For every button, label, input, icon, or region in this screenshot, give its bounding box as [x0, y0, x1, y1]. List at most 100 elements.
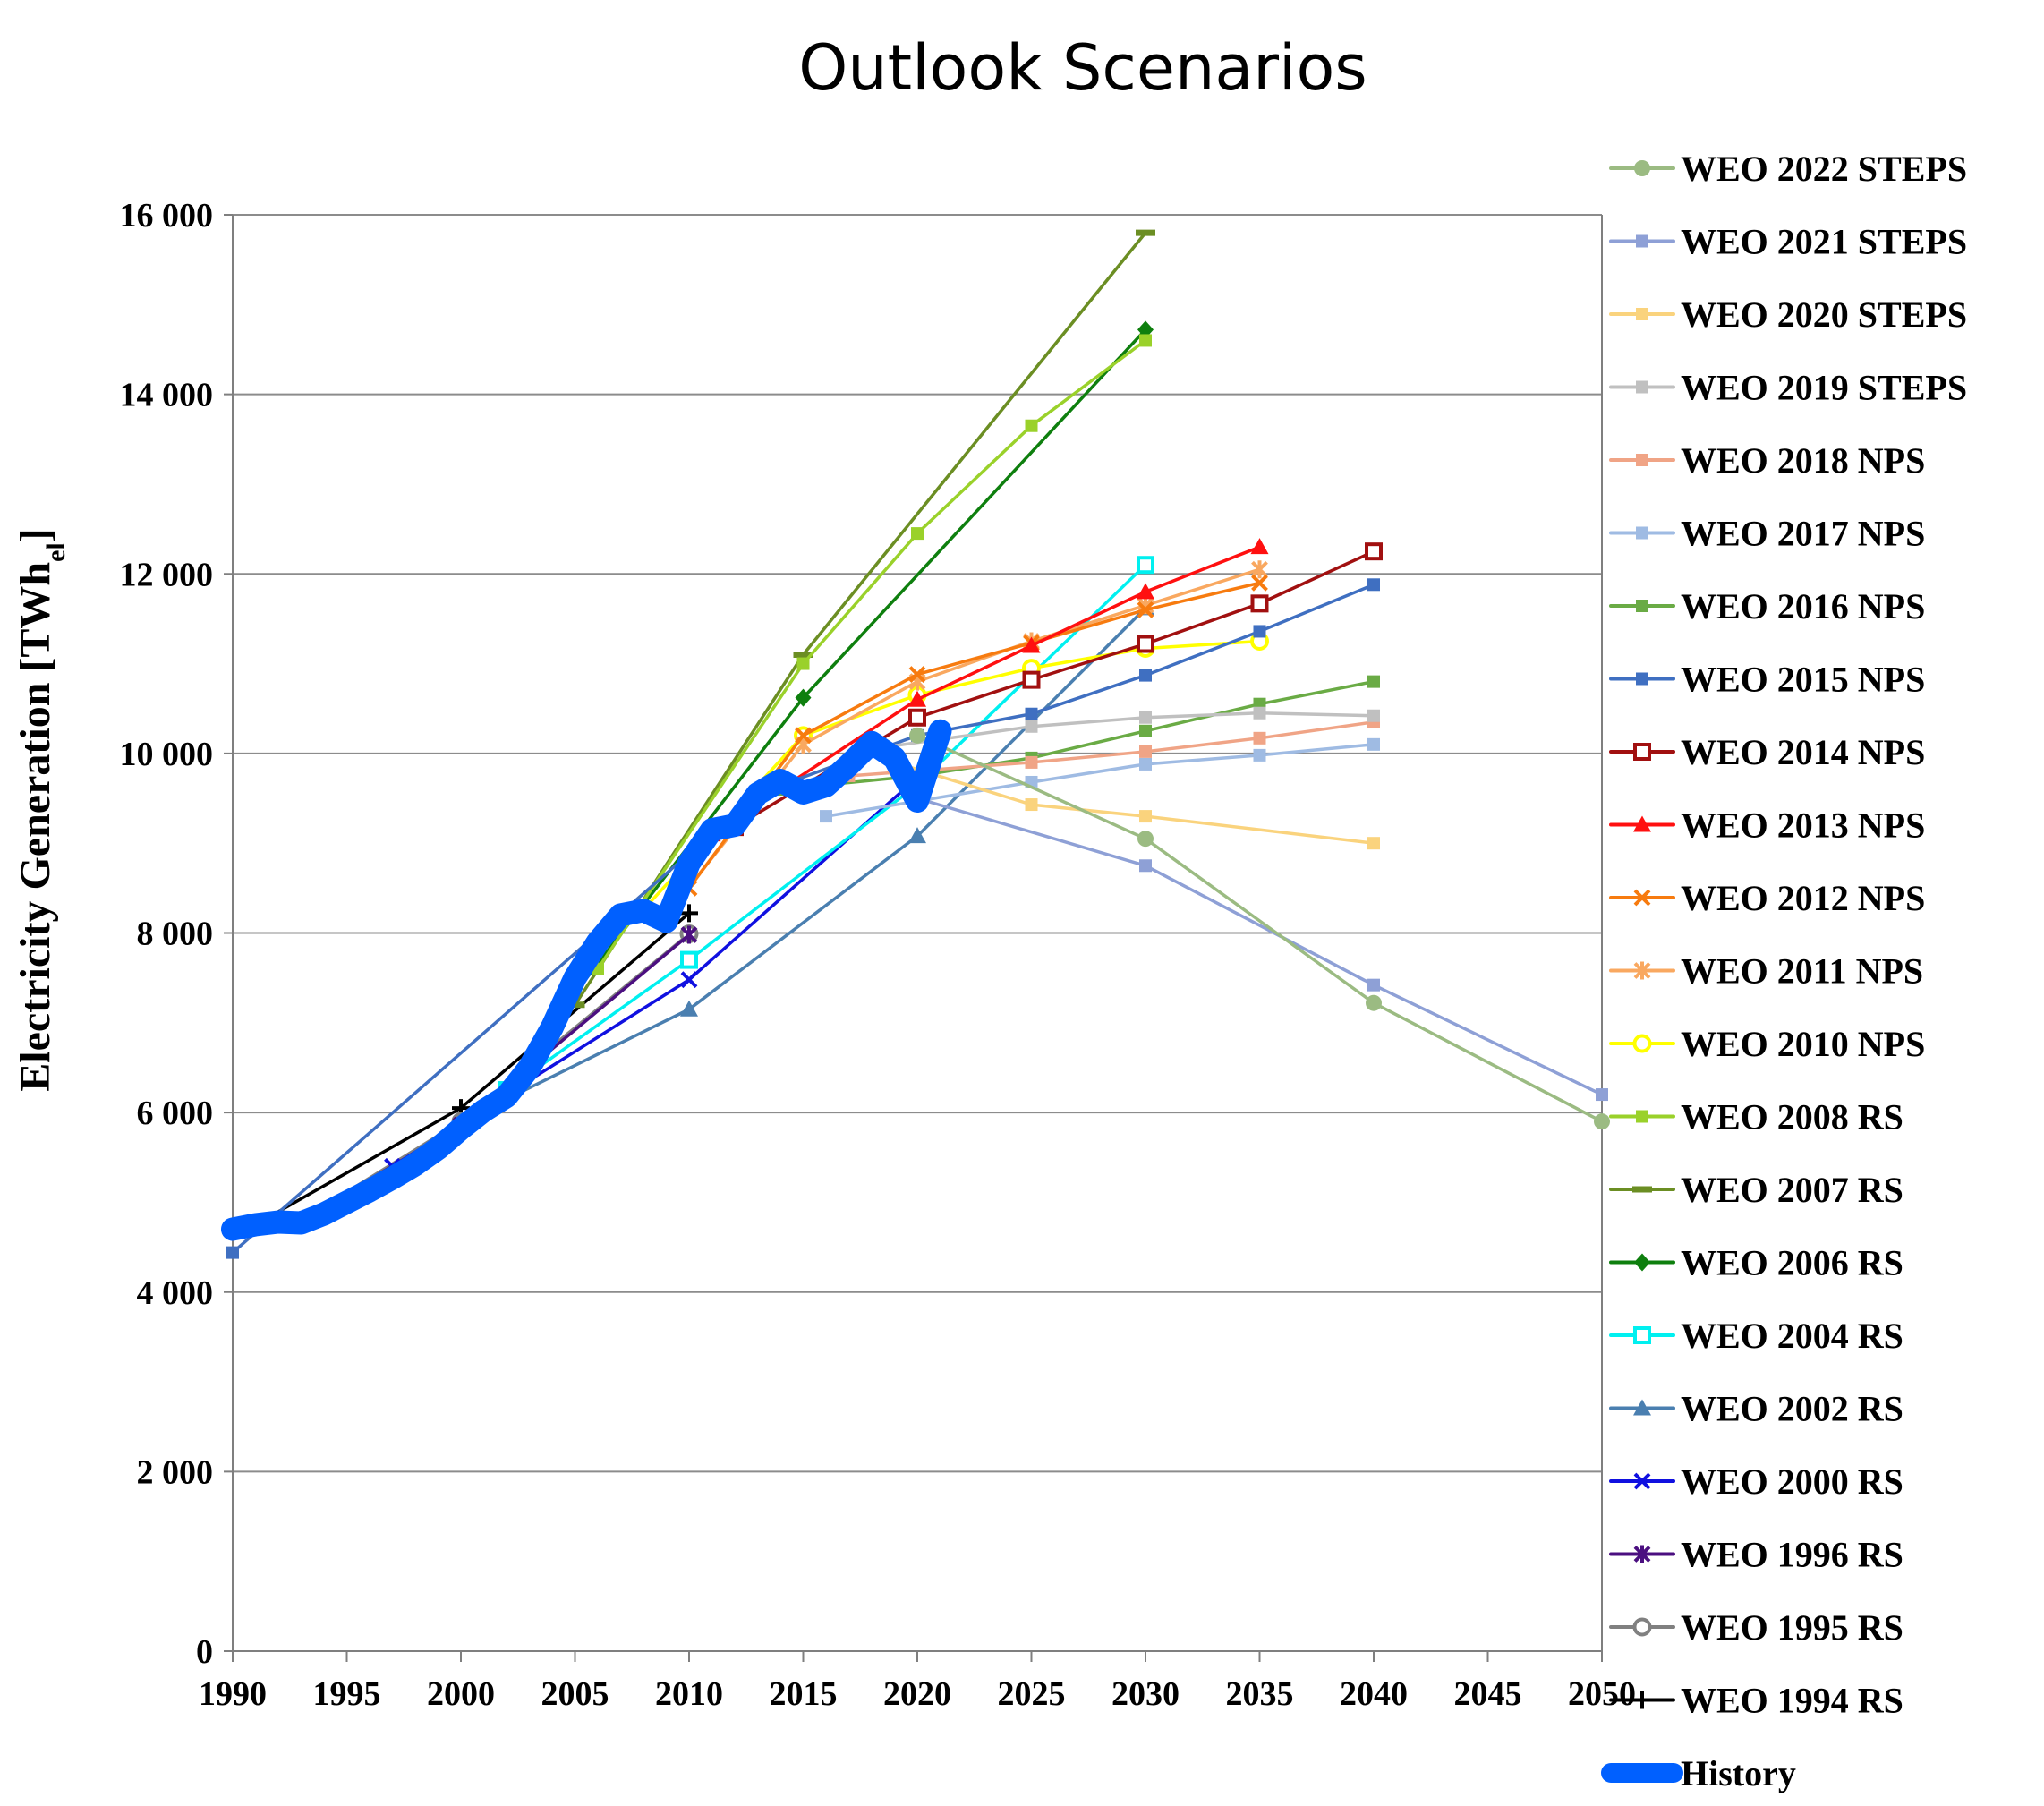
point-weo-2008-rs — [1025, 419, 1038, 432]
axes — [224, 214, 1603, 1662]
legend-item-weo-2007-rs: WEO 2007 RS — [1609, 1170, 1903, 1210]
point-weo-2008-rs — [796, 657, 810, 670]
line-weo-2015-nps — [231, 583, 1375, 1255]
legend-item-weo-2004-rs: WEO 2004 RS — [1609, 1316, 1903, 1356]
series-weo-2006-rs — [544, 320, 1154, 1032]
point-weo-2014-nps — [1022, 670, 1041, 689]
point-weo-2012-nps — [908, 666, 926, 684]
y-tick-label: 6 000 — [137, 1095, 214, 1132]
x-tick-label: 2000 — [427, 1675, 495, 1713]
legend-label: WEO 2018 NPS — [1681, 440, 1925, 481]
legend-marker — [1633, 815, 1651, 832]
legend-label: WEO 2002 RS — [1681, 1389, 1903, 1429]
legend-label: WEO 2011 NPS — [1681, 951, 1923, 992]
y-tick-labels: 0 2 000 4 000 6 000 8 000 10 000 12 000 14 000 1… — [120, 197, 214, 1671]
x-tick-label: 1995 — [313, 1675, 381, 1713]
legend-marker — [1633, 1545, 1651, 1563]
legend-item-weo-2011-nps: WEO 2011 NPS — [1609, 951, 1923, 992]
legend-item-weo-2012-nps: WEO 2012 NPS — [1609, 878, 1925, 918]
legend-label: WEO 2012 NPS — [1681, 878, 1925, 918]
point-weo-2021-steps — [1139, 859, 1152, 873]
point-weo-2015-nps — [226, 1246, 239, 1259]
legend-marker — [1636, 234, 1648, 248]
line-weo-2002-rs — [459, 606, 1147, 1123]
legend-label: WEO 2007 RS — [1681, 1170, 1903, 1210]
point-weo-2019-steps — [1367, 709, 1380, 722]
x-tick-label: 1990 — [199, 1675, 267, 1713]
legend-item-weo-2014-nps: WEO 2014 NPS — [1609, 732, 1925, 772]
legend-label: WEO 1996 RS — [1681, 1535, 1903, 1575]
legend-marker — [1634, 1253, 1650, 1272]
series-weo-2021-steps — [911, 792, 1608, 1102]
point-weo-1996-rs — [680, 925, 698, 944]
point-weo-2016-nps — [1139, 724, 1152, 737]
legend-label: WEO 2004 RS — [1681, 1316, 1903, 1356]
legend-item-weo-1996-rs: WEO 1996 RS — [1609, 1535, 1903, 1575]
point-weo-2022-steps — [1137, 831, 1154, 848]
point-weo-2015-nps — [1367, 578, 1380, 592]
line-weo-2022-steps — [916, 734, 1604, 1123]
point-weo-2006-rs — [1137, 320, 1154, 339]
legend-label: WEO 2021 STEPS — [1681, 222, 1967, 262]
y-tick-label: 4 000 — [137, 1274, 214, 1312]
series-weo-2010-nps — [634, 631, 1269, 919]
y-tick-label: 0 — [196, 1633, 213, 1671]
legend-item-weo-2017-nps: WEO 2017 NPS — [1609, 514, 1925, 554]
legend-item-weo-2008-rs: WEO 2008 RS — [1609, 1097, 1903, 1137]
legend-item-weo-2019-steps: WEO 2019 STEPS — [1609, 368, 1967, 408]
point-weo-2000-rs — [680, 971, 698, 989]
point-weo-2018-nps — [1139, 745, 1152, 758]
line-weo-2014-nps — [733, 549, 1375, 829]
point-weo-2019-steps — [1139, 711, 1152, 724]
legend-item-weo-2020-steps: WEO 2020 STEPS — [1609, 294, 1967, 335]
series-lines — [221, 229, 1610, 1259]
legend-label: WEO 2014 NPS — [1681, 732, 1925, 772]
point-weo-2017-nps — [820, 810, 832, 823]
series-history — [221, 719, 952, 1241]
y-axis-label: Electricity Generation [TWhel] — [12, 528, 71, 1092]
point-weo-2013-nps — [1022, 636, 1041, 653]
series-weo-2019-steps — [865, 706, 1380, 755]
legend-label: WEO 2016 NPS — [1681, 586, 1925, 626]
y-tick-label: 14 000 — [120, 377, 214, 414]
point-weo-2020-steps — [1139, 810, 1152, 823]
legend-item-weo-2015-nps: WEO 2015 NPS — [1609, 660, 1925, 700]
point-weo-2004-rs — [680, 950, 698, 969]
legend-label: WEO 2008 RS — [1681, 1097, 1903, 1137]
line-history — [221, 719, 952, 1241]
point-weo-2020-steps — [1367, 837, 1380, 850]
series-weo-1994-rs — [246, 904, 698, 1234]
legend-label: History — [1681, 1753, 1796, 1793]
line-weo-2010-nps — [642, 639, 1262, 912]
point-weo-2021-steps — [1596, 1088, 1608, 1102]
legend-marker — [1633, 889, 1651, 907]
legend-marker — [1632, 1617, 1652, 1637]
series-weo-2008-rs — [592, 334, 1152, 975]
point-weo-2014-nps — [908, 708, 926, 727]
point-weo-2021-steps — [1367, 978, 1380, 992]
point-weo-2011-nps — [1251, 560, 1268, 579]
point-weo-2013-nps — [1137, 583, 1154, 600]
line-weo-2004-rs — [505, 563, 1147, 1092]
series-weo-2002-rs — [452, 599, 1154, 1129]
point-weo-2004-rs — [1137, 556, 1154, 575]
legend-label: WEO 2015 NPS — [1681, 660, 1925, 700]
x-tick-label: 2025 — [998, 1675, 1066, 1713]
legend-marker — [1633, 1326, 1651, 1344]
legend-item-history: History — [1601, 1753, 1796, 1793]
legend-label: WEO 2010 NPS — [1681, 1024, 1925, 1064]
line-weo-2021-steps — [916, 797, 1604, 1096]
legend-marker — [1636, 1110, 1648, 1123]
x-tick-label: 2050 — [1568, 1675, 1636, 1713]
legend-marker — [1633, 1691, 1651, 1709]
legend-label: WEO 1994 RS — [1681, 1681, 1903, 1721]
legend-marker — [1633, 743, 1651, 761]
legend-item-weo-2022-steps: WEO 2022 STEPS — [1609, 149, 1967, 189]
legend-item-weo-2018-nps: WEO 2018 NPS — [1609, 440, 1925, 481]
x-tick-label: 2040 — [1340, 1675, 1408, 1713]
point-weo-2006-rs — [795, 688, 812, 707]
legend-item-weo-2021-steps: WEO 2021 STEPS — [1609, 222, 1967, 262]
point-weo-2020-steps — [1025, 798, 1038, 812]
